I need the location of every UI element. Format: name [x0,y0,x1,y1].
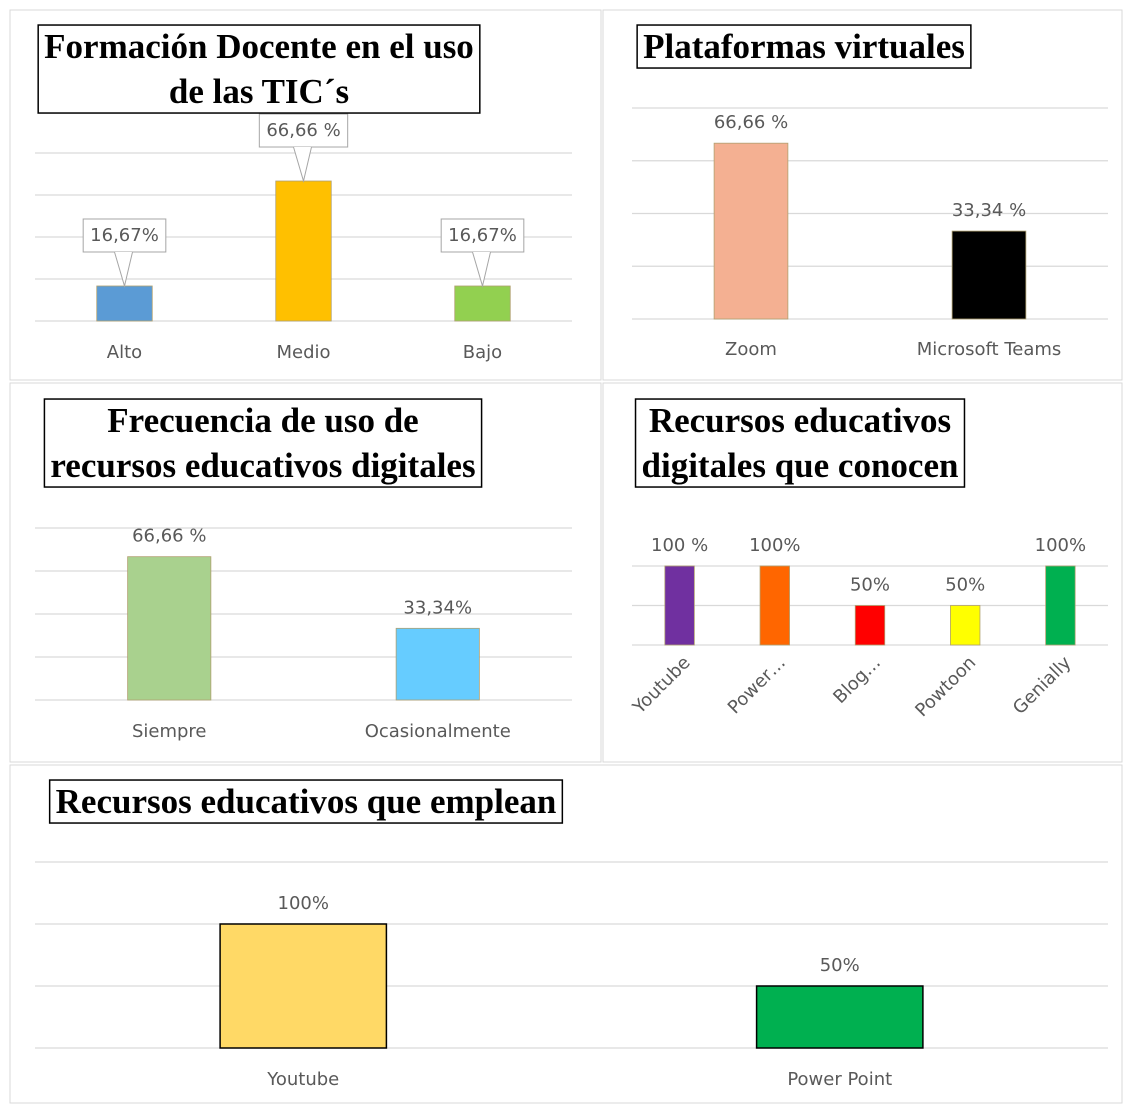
data-label: 100% [278,893,329,914]
data-label: 50% [850,575,890,596]
data-label: 66,66 % [132,526,206,547]
callout-pointer [472,251,491,288]
x-tick-label: Youtube [628,652,694,718]
x-tick-label: Medio [276,342,330,363]
title-box [634,398,966,488]
title-box [48,779,564,824]
chart-title: Formación Docente en el uso [44,27,474,66]
chart-title: de las TIC´s [169,72,349,111]
x-tick-label: Bajo [463,342,502,363]
bar [219,923,388,1049]
bar [755,985,924,1049]
data-label: 16,67% [448,225,517,246]
callout-pointer [293,146,312,183]
bar [275,180,332,322]
x-tick-label: Genially [1009,652,1076,719]
bar [127,556,212,701]
bar [759,565,790,646]
bar [951,230,1027,320]
panel [9,764,1123,1104]
x-tick-label: Youtube [266,1069,339,1090]
data-label: 16,67% [90,225,159,246]
bar [854,605,886,646]
data-label: 100% [749,535,800,556]
bar [395,627,480,701]
x-tick-label: Blog… [829,652,885,708]
data-label: 50% [820,955,860,976]
chart-title: Frecuencia de uso de [107,401,418,440]
title-box [636,24,972,69]
bar [713,142,789,320]
chart-title: digitales que conocen [642,446,959,485]
data-label: 50% [945,575,985,596]
chart-title: Recursos educativos que emplean [56,782,557,821]
callout-pointer [114,251,133,288]
title-box [37,24,481,114]
bar [1045,565,1076,646]
data-label: 100% [1035,535,1086,556]
data-label: 33,34% [403,597,472,618]
chart-title: recursos educativos digitales [50,446,475,485]
chart-title: Recursos educativos [649,401,951,440]
bar [454,285,511,322]
data-label: 100 % [651,535,708,556]
bar [950,605,981,646]
bar [96,285,153,322]
x-tick-label: Microsoft Teams [917,339,1062,360]
data-label: 66,66 % [266,120,340,141]
panel [602,382,1123,763]
x-tick-label: Powtoon [911,652,980,721]
title-box [43,398,483,488]
chart-title: Plataformas virtuales [643,27,965,66]
x-tick-label: Power Point [787,1069,892,1090]
panel [9,382,602,763]
x-tick-label: Alto [107,342,142,363]
data-label: 33,34 % [952,200,1026,221]
x-tick-label: Ocasionalmente [365,721,511,742]
x-tick-label: Zoom [725,339,777,360]
x-tick-label: Power… [724,652,790,718]
data-label: 66,66 % [714,112,788,133]
x-tick-label: Siempre [132,721,207,742]
bar [664,565,695,646]
panel [602,9,1123,381]
panel [9,9,602,381]
label-callout [82,218,167,253]
